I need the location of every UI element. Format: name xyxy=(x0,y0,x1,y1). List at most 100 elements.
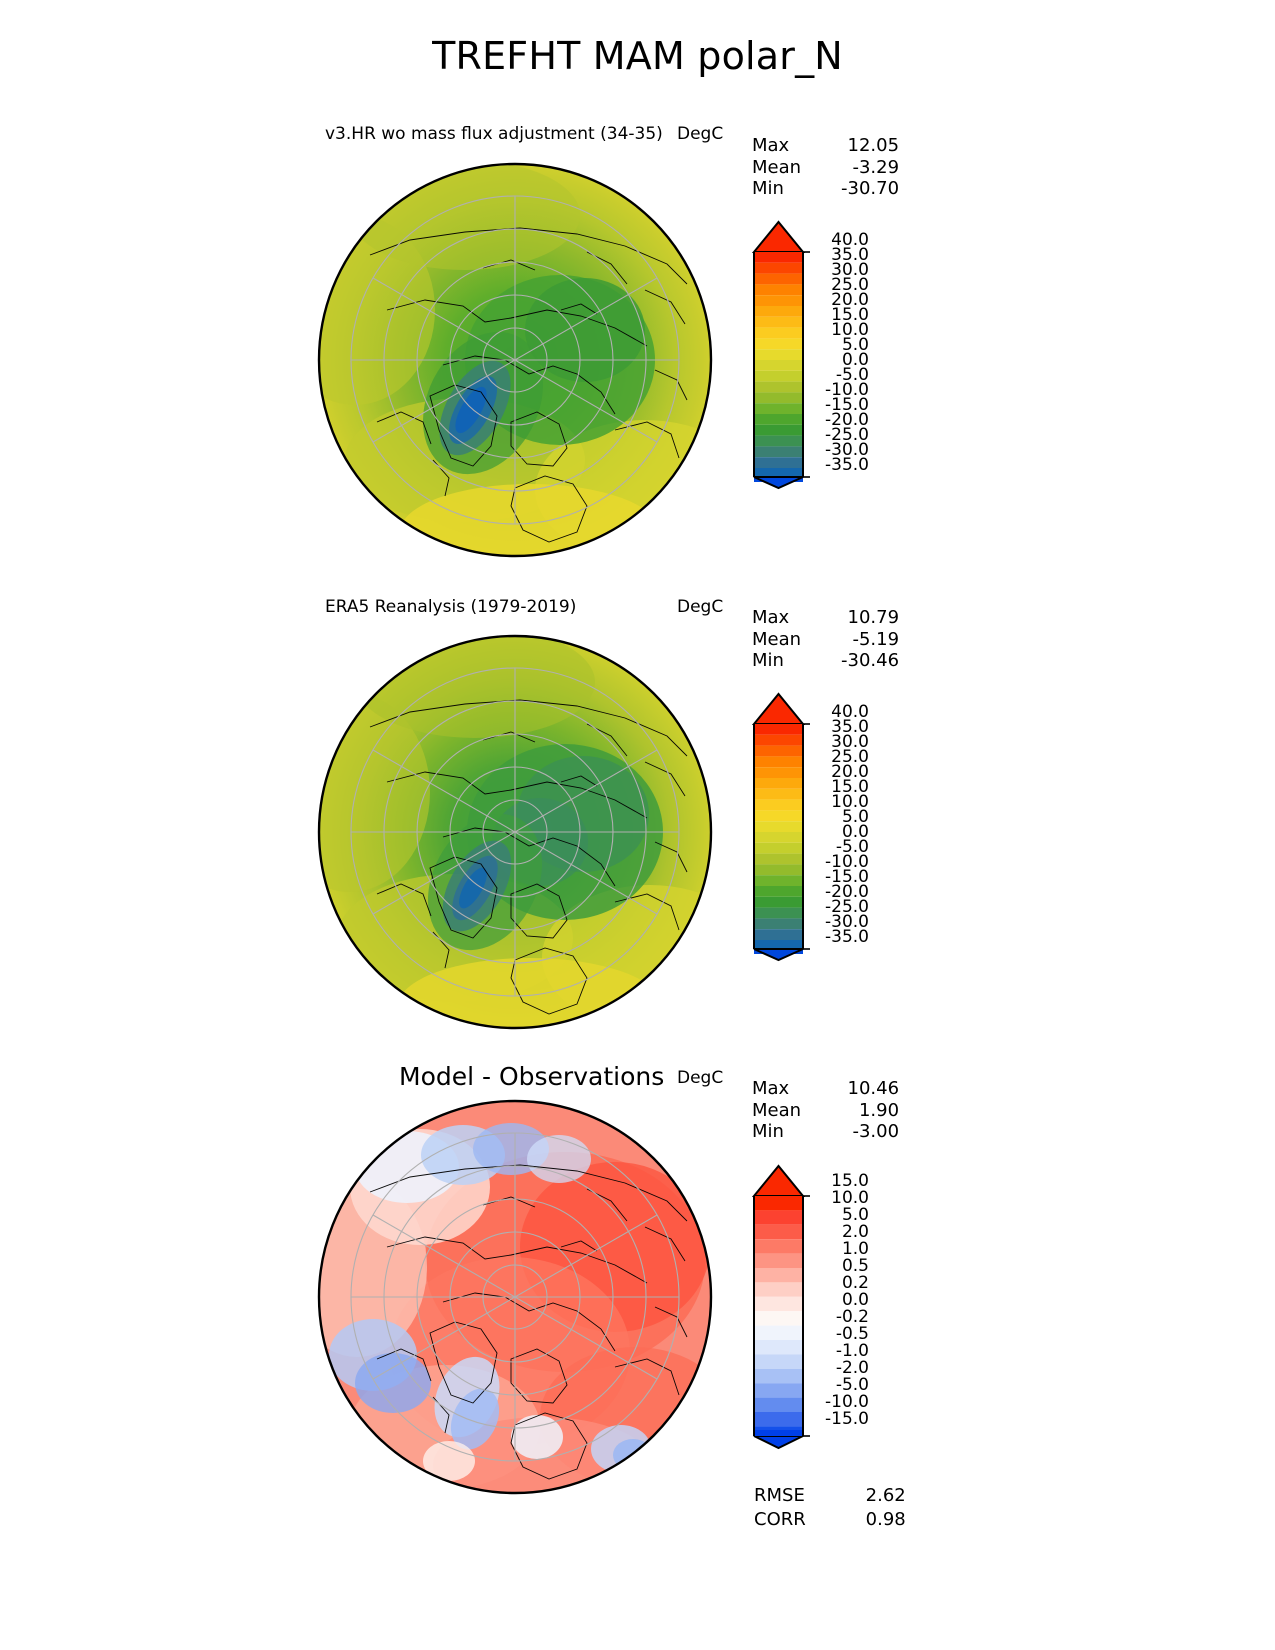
figure-title: TREFHT MAM polar_N xyxy=(432,34,843,78)
graticule-observations xyxy=(350,667,680,997)
cbar-tick: 10.0 xyxy=(831,320,869,340)
stat-row: Max 10.46 xyxy=(752,1078,899,1100)
colorbar-model-ticks xyxy=(803,251,810,478)
cbar-tick: -30.0 xyxy=(825,912,869,932)
polar-map-difference xyxy=(315,1097,715,1497)
cbar-tick: -0.5 xyxy=(835,1324,869,1344)
stat-row: Min -3.00 xyxy=(752,1121,899,1143)
stat-label: Min xyxy=(752,1121,784,1142)
graticule-difference xyxy=(350,1132,680,1462)
stat-label: Max xyxy=(752,607,790,628)
panel-observations-stats: Max 10.79 Mean -5.19 Min -30.46 xyxy=(752,607,899,672)
stat-row: Max 12.05 xyxy=(752,135,899,157)
map-field-observations xyxy=(319,636,711,1028)
cbar-tick: 0.0 xyxy=(841,822,869,842)
cbar-tick: -15.0 xyxy=(825,1409,869,1429)
colorbar-observations-ticks xyxy=(803,723,810,950)
colorbar-model-svg xyxy=(751,220,810,490)
cbar-tick: -2.0 xyxy=(835,1358,869,1378)
cbar-tick: -30.0 xyxy=(825,440,869,460)
cbar-tick: -25.0 xyxy=(825,897,869,917)
map-outline-model xyxy=(317,162,713,558)
cbar-tick: -5.0 xyxy=(835,837,869,857)
cbar-tick: 0.0 xyxy=(841,350,869,370)
cbar-tick: 40.0 xyxy=(831,230,869,250)
stat-value: -3.00 xyxy=(852,1121,900,1142)
stat-row: Max 10.79 xyxy=(752,607,899,629)
graticule-model xyxy=(350,195,680,525)
stat-value: 10.79 xyxy=(847,607,900,628)
cbar-tick: 0.5 xyxy=(841,1256,869,1276)
cbar-tick: 5.0 xyxy=(841,807,869,827)
panel-model-units: DegC xyxy=(677,124,724,144)
polar-map-model xyxy=(315,160,715,560)
cbar-tick: -5.0 xyxy=(835,365,869,385)
cbar-tick: -15.0 xyxy=(825,867,869,887)
cbar-tick: 20.0 xyxy=(831,762,869,782)
colorbar-difference-ticks xyxy=(803,1195,810,1437)
colorbar-difference-bands xyxy=(754,1196,803,1436)
polar-map-model-svg xyxy=(317,162,713,558)
panel-difference-stats: Max 10.46 Mean 1.90 Min -3.00 xyxy=(752,1078,899,1143)
cbar-tick: -20.0 xyxy=(825,410,869,430)
stat-value: 12.05 xyxy=(847,135,900,156)
cbar-tick: -5.0 xyxy=(835,1375,869,1395)
panel-model-title: v3.HR wo mass flux adjustment (34-35) xyxy=(325,124,663,144)
cbar-tick: -20.0 xyxy=(825,882,869,902)
cbar-tick: 25.0 xyxy=(831,275,869,295)
colorbar-difference: 15.0 10.0 5.0 2.0 1.0 0.5 0.2 0.0 -0.2 -… xyxy=(751,1160,869,1450)
cbar-tick: 35.0 xyxy=(831,717,869,737)
stat-value: 0.98 xyxy=(865,1508,906,1530)
stat-row: Mean 1.90 xyxy=(752,1100,899,1122)
stat-row: Mean -5.19 xyxy=(752,629,899,651)
cbar-tick: -35.0 xyxy=(825,455,869,475)
panel-difference-footer-stats: RMSE 2.62 CORR 0.98 xyxy=(752,1483,908,1532)
stat-row: RMSE 2.62 xyxy=(754,1485,906,1507)
colorbar-observations-svg xyxy=(751,692,810,962)
cbar-tick: 5.0 xyxy=(841,1205,869,1225)
stat-value: 2.62 xyxy=(865,1485,906,1506)
cbar-tick: 15.0 xyxy=(831,305,869,325)
polar-map-difference-svg xyxy=(317,1099,713,1495)
stat-label: Max xyxy=(752,135,790,156)
cbar-tick: 10.0 xyxy=(831,1188,869,1208)
stat-label: CORR xyxy=(754,1508,806,1530)
stat-label: Min xyxy=(752,650,784,671)
stat-label: Mean xyxy=(752,156,802,178)
colorbar-observations-bands xyxy=(754,724,803,949)
cbar-tick: 35.0 xyxy=(831,245,869,265)
cbar-tick: 0.0 xyxy=(841,1290,869,1310)
stat-value: 10.46 xyxy=(847,1078,900,1099)
stat-row: Mean -3.29 xyxy=(752,157,899,179)
stat-value: -3.29 xyxy=(852,156,900,178)
polar-map-observations-svg xyxy=(317,634,713,1030)
cbar-tick: -10.0 xyxy=(825,380,869,400)
cbar-tick: -10.0 xyxy=(825,852,869,872)
cbar-tick: -0.2 xyxy=(835,1307,869,1327)
stat-value: -5.19 xyxy=(852,628,900,650)
panel-difference-units: DegC xyxy=(677,1068,724,1088)
cbar-tick: 40.0 xyxy=(831,702,869,722)
stat-value: -30.70 xyxy=(841,178,900,199)
stat-label: Min xyxy=(752,178,784,199)
cbar-tick: 25.0 xyxy=(831,747,869,767)
map-outline-difference xyxy=(317,1099,713,1495)
colorbar-model-bands xyxy=(754,252,803,477)
colorbar-observations: 40.0 35.0 30.0 25.0 20.0 15.0 10.0 5.0 0… xyxy=(751,688,869,964)
stat-row: Min -30.70 xyxy=(752,178,899,200)
stat-value: 1.90 xyxy=(858,1099,900,1121)
cbar-tick: 20.0 xyxy=(831,290,869,310)
colorbar-difference-svg xyxy=(751,1164,810,1450)
cbar-tick: 30.0 xyxy=(831,260,869,280)
cbar-tick: 15.0 xyxy=(831,1171,869,1191)
cbar-tick: 10.0 xyxy=(831,792,869,812)
cbar-tick: 30.0 xyxy=(831,732,869,752)
panel-observations-units: DegC xyxy=(677,597,724,617)
cbar-tick: -35.0 xyxy=(825,927,869,947)
stat-label: Mean xyxy=(752,628,802,650)
map-outline-observations xyxy=(317,634,713,1030)
cbar-tick: 1.0 xyxy=(841,1239,869,1259)
panel-difference-title: Model - Observations xyxy=(399,1062,665,1091)
cbar-tick: -15.0 xyxy=(825,395,869,415)
cbar-tick: 0.2 xyxy=(841,1273,869,1293)
